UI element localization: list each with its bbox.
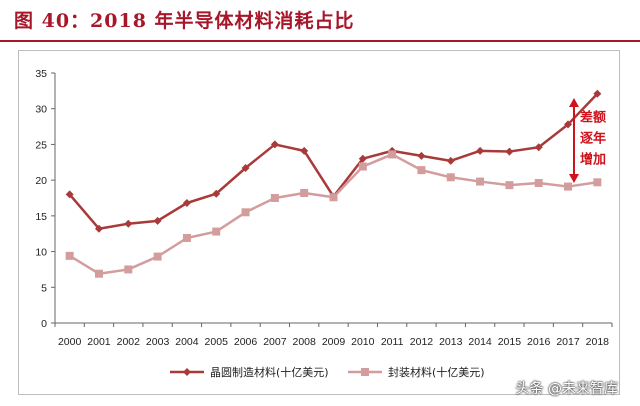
data-point <box>417 166 426 175</box>
data-point <box>94 269 103 278</box>
x-tick-label: 2004 <box>175 336 199 348</box>
data-point <box>212 189 221 198</box>
data-point <box>417 151 426 160</box>
data-point <box>505 147 514 156</box>
data-point <box>153 252 162 261</box>
y-tick-label: 20 <box>35 175 47 187</box>
data-point <box>446 173 455 182</box>
data-point <box>505 181 514 190</box>
figure-title: 图 40：2018 年半导体材料消耗占比 <box>14 10 355 32</box>
x-tick-label: 2018 <box>586 336 610 348</box>
annotation-text: 差额 <box>580 110 606 126</box>
x-tick-label: 2014 <box>468 336 492 348</box>
x-tick-label: 2005 <box>205 336 229 348</box>
title-divider <box>0 40 640 42</box>
x-tick-label: 2006 <box>234 336 258 348</box>
y-tick-label: 5 <box>41 282 47 294</box>
annotation-arrow-head-up <box>569 98 579 107</box>
x-tick-label: 2007 <box>263 336 287 348</box>
data-point <box>593 89 602 98</box>
series-layer <box>65 89 602 278</box>
data-point <box>65 190 74 199</box>
x-axis: 2000 2001 2002 2003 2004 2005 2006 2007 2008 2009… <box>54 322 613 348</box>
x-tick-label: 2016 <box>527 336 551 348</box>
data-point <box>212 227 221 236</box>
data-point <box>388 150 397 159</box>
x-tick-label: 2002 <box>117 336 141 348</box>
watermark: 头条 @未来智库 <box>515 381 618 397</box>
data-point <box>300 189 309 197</box>
data-point <box>564 182 573 191</box>
data-point <box>241 208 250 217</box>
x-tick-label: 2003 <box>146 336 170 348</box>
data-point <box>358 154 367 163</box>
data-point <box>124 219 133 228</box>
data-point <box>183 368 191 376</box>
series-line <box>68 92 599 230</box>
data-point <box>534 179 543 187</box>
x-tick-label: 2009 <box>322 336 346 348</box>
data-point <box>241 164 250 172</box>
data-point <box>94 224 103 233</box>
data-point <box>358 162 367 171</box>
data-point <box>361 368 369 376</box>
legend-label: 晶圆制造材料(十亿美元) <box>210 365 329 379</box>
y-tick-label: 0 <box>41 318 47 330</box>
y-tick-label: 15 <box>35 211 47 223</box>
data-point <box>182 199 191 207</box>
y-tick-label: 10 <box>35 247 47 259</box>
data-point <box>534 143 543 152</box>
annotation-text: 增加 <box>580 152 606 168</box>
x-tick-label: 2017 <box>556 336 580 348</box>
series-1 <box>65 89 602 233</box>
chart-frame <box>18 50 620 395</box>
annotation-arrow-head-down <box>569 174 579 183</box>
data-point <box>124 265 133 274</box>
data-point <box>476 177 485 186</box>
data-point <box>153 216 162 225</box>
x-tick-label: 2015 <box>498 336 522 348</box>
x-tick-label: 2010 <box>351 336 375 348</box>
x-tick-label: 2000 <box>58 336 82 348</box>
data-point <box>593 178 602 187</box>
data-point <box>300 146 309 155</box>
data-point <box>65 251 74 260</box>
legend-item-2: 封装材料(十亿美元) <box>348 365 485 379</box>
x-tick-label: 2013 <box>439 336 463 348</box>
y-tick-label: 35 <box>35 68 47 80</box>
annotation-text: 逐年 <box>580 131 606 147</box>
data-point <box>476 146 485 155</box>
legend-label: 封装材料(十亿美元) <box>388 365 485 379</box>
data-point <box>564 120 573 129</box>
y-tick-label: 25 <box>35 139 47 151</box>
x-tick-label: 2001 <box>87 336 111 348</box>
data-point <box>182 234 191 242</box>
data-point <box>446 156 455 165</box>
data-point <box>270 194 279 202</box>
series-2 <box>65 150 602 278</box>
x-tick-label: 2011 <box>381 336 404 348</box>
y-axis: 0 5 10 15 20 25 30 35 <box>35 68 56 330</box>
y-tick-label: 30 <box>35 104 47 116</box>
x-tick-label: 2012 <box>410 336 434 348</box>
x-tick-label: 2008 <box>293 336 317 348</box>
data-point <box>270 140 279 149</box>
data-point <box>329 193 338 202</box>
series-line <box>69 153 598 275</box>
legend-item-1: 晶圆制造材料(十亿美元) <box>170 365 329 379</box>
legend: 晶圆制造材料(十亿美元) 封装材料(十亿美元) <box>170 365 485 379</box>
